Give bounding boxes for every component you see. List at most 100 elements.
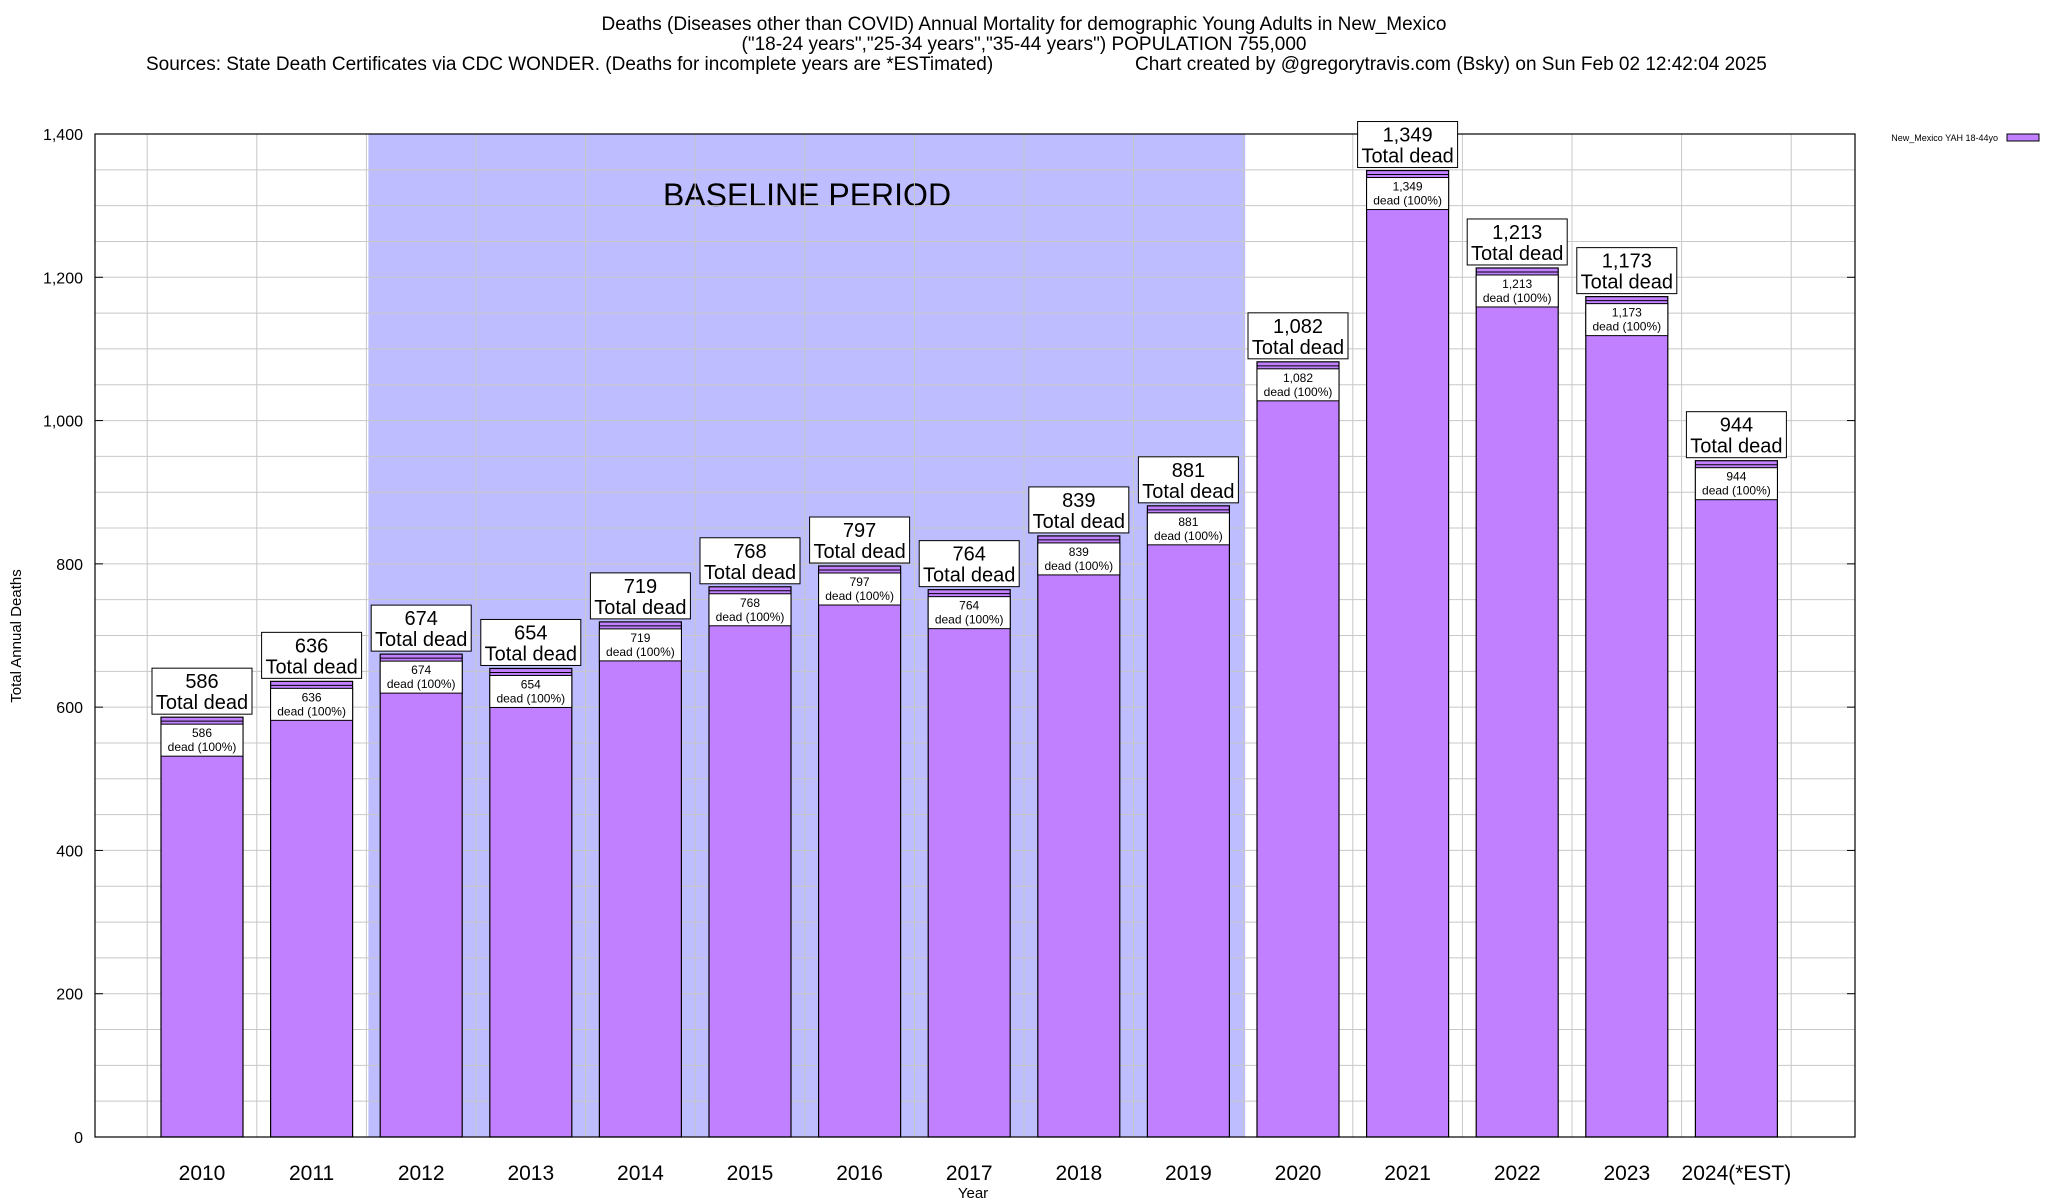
data-label-inner-value: 1,173: [1612, 306, 1642, 320]
data-label-value: 654: [514, 622, 547, 644]
data-label-total: Total dead: [594, 597, 686, 619]
x-tick-label: 2019: [1165, 1162, 1212, 1185]
data-label-inner-percent: dead (100%): [1483, 291, 1552, 305]
chart-credit: Chart created by @gregorytravis.com (Bsk…: [1135, 54, 1767, 75]
data-label-inner-value: 797: [850, 575, 870, 589]
data-label-total: Total dead: [923, 565, 1015, 587]
data-label-inner-value: 768: [740, 596, 760, 610]
data-label-inner-box: [927, 596, 1011, 630]
x-tick-label: 2018: [1055, 1162, 1102, 1185]
data-label-inner-box: [1146, 512, 1230, 546]
data-label-total: Total dead: [1142, 481, 1234, 503]
x-tick-label: 2023: [1603, 1162, 1650, 1185]
data-label-value: 764: [953, 544, 986, 566]
data-label-inner-percent: dead (100%): [935, 613, 1004, 627]
data-label-total: Total dead: [375, 629, 467, 651]
data-label-inner-percent: dead (100%): [1154, 529, 1223, 543]
data-label-inner-value: 1,213: [1502, 277, 1532, 291]
bar-2013: [489, 667, 573, 1138]
data-label-value: 839: [1062, 490, 1095, 512]
data-label-top-box: [151, 667, 253, 715]
data-label-inner-box: [379, 660, 463, 694]
data-label-total: Total dead: [156, 692, 248, 714]
legend-label: New_Mexico YAH 18-44yo: [1891, 133, 1998, 143]
data-label-total: Total dead: [485, 643, 577, 665]
data-label-inner-box: [1694, 467, 1778, 501]
y-axis-label: Total Annual Deaths: [8, 569, 25, 702]
legend-layer: New_Mexico YAH 18-44yo: [1891, 133, 2040, 143]
data-label-top-box: [1137, 456, 1239, 504]
bar-2015: [708, 586, 792, 1138]
x-tick-label: 2020: [1275, 1162, 1322, 1185]
data-label-inner-box: [818, 572, 902, 606]
bar-2017: [927, 589, 1011, 1138]
data-label-top-box: [918, 540, 1020, 588]
data-label-total: Total dead: [1252, 337, 1344, 359]
bar-layer: [160, 169, 1779, 1138]
data-label-inner-box: [160, 723, 244, 757]
data-label-value: 1,082: [1273, 316, 1323, 338]
data-label-value: 944: [1720, 415, 1753, 437]
chart-sources: Sources: State Death Certificates via CD…: [146, 54, 994, 75]
data-label-inner-value: 636: [302, 690, 322, 704]
bar-2010: [160, 716, 244, 1138]
bar-2011: [270, 680, 354, 1138]
data-label-inner-value: 654: [521, 677, 541, 691]
x-tick-label: 2010: [179, 1162, 226, 1185]
data-label-inner-percent: dead (100%): [387, 677, 456, 691]
data-label-inner-percent: dead (100%): [496, 691, 565, 705]
data-label-inner-box: [489, 674, 573, 708]
chart-subtitle: ("18-24 years","25-34 years","35-44 year…: [741, 34, 1307, 55]
bar-2023: [1585, 296, 1669, 1138]
data-label-inner-value: 586: [192, 726, 212, 740]
data-label-top-box: [1247, 312, 1349, 360]
data-label-value: 797: [843, 520, 876, 542]
data-label-inner-percent: dead (100%): [1044, 559, 1113, 573]
data-label-top-box: [1466, 218, 1568, 266]
data-label-value: 674: [405, 608, 438, 630]
data-label-top-box: [1357, 121, 1459, 169]
data-label-value: 881: [1172, 460, 1205, 482]
data-label-inner-percent: dead (100%): [168, 740, 237, 754]
data-label-value: 768: [733, 541, 766, 563]
data-label-total: Total dead: [1471, 243, 1563, 265]
data-label-inner-value: 944: [1726, 470, 1746, 484]
data-label-inner-percent: dead (100%): [1592, 320, 1661, 334]
data-label-top-box: [809, 516, 911, 564]
data-label-top-box: [699, 537, 801, 585]
data-label-value: 719: [624, 576, 657, 598]
data-label-top-box: [1685, 411, 1787, 459]
data-label-top-box: [261, 631, 363, 679]
data-label-inner-value: 1,349: [1393, 180, 1423, 194]
bar-2018: [1037, 535, 1121, 1138]
data-label-value: 586: [185, 671, 218, 693]
x-tick-label: 2014: [617, 1162, 664, 1185]
x-tick-label: 2017: [946, 1162, 993, 1185]
y-tick-label: 600: [56, 700, 83, 717]
data-label-inner-box: [598, 628, 682, 662]
y-tick-label: 200: [56, 987, 83, 1004]
data-label-inner-box: [1475, 274, 1559, 308]
data-label-value: 636: [295, 635, 328, 657]
data-label-inner-box: [708, 593, 792, 627]
data-label-inner-percent: dead (100%): [716, 610, 785, 624]
x-axis-label: Year: [958, 1185, 988, 1200]
data-label-inner-value: 674: [411, 663, 431, 677]
data-label-inner-value: 719: [630, 631, 650, 645]
y-tick-label: 1,400: [43, 127, 83, 144]
bar-2016: [817, 565, 902, 1138]
data-label-inner-value: 1,082: [1283, 371, 1313, 385]
data-label-inner-percent: dead (100%): [606, 645, 675, 659]
data-label-inner-percent: dead (100%): [1264, 385, 1333, 399]
bar-2020: [1256, 361, 1340, 1138]
data-label-total: Total dead: [1690, 436, 1782, 458]
x-tick-label: 2021: [1384, 1162, 1431, 1185]
data-label-total: Total dead: [1581, 272, 1673, 294]
data-label-inner-percent: dead (100%): [1373, 194, 1442, 208]
axis-layer: 0 200 400 600 800 1,000 1,200 1,400 2010 2011 2012…: [8, 127, 1856, 1200]
data-label-inner-box: [1366, 177, 1450, 211]
data-label-inner-box: [270, 687, 354, 721]
data-label-value: 1,349: [1383, 125, 1433, 147]
